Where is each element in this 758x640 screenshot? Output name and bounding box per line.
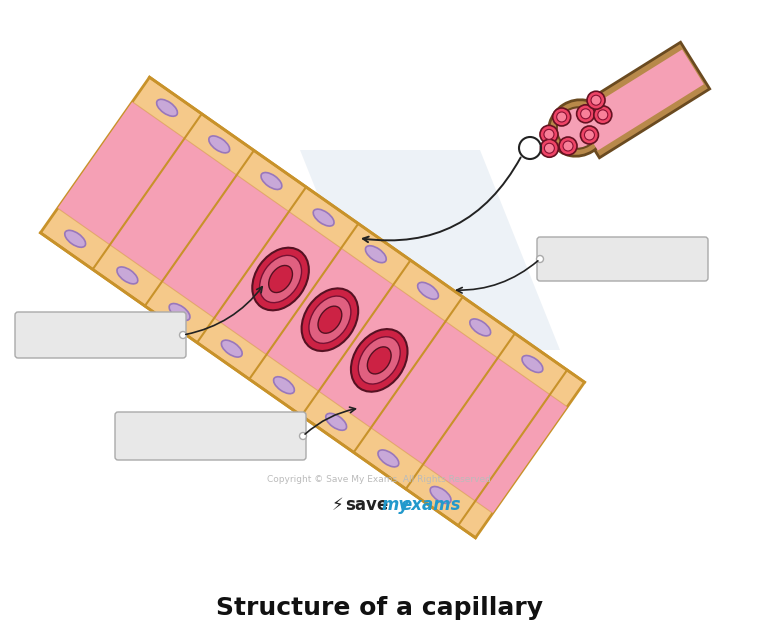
Polygon shape xyxy=(40,77,584,538)
Ellipse shape xyxy=(318,306,342,333)
Ellipse shape xyxy=(221,340,243,357)
Ellipse shape xyxy=(365,246,387,262)
Ellipse shape xyxy=(268,266,293,292)
Ellipse shape xyxy=(559,137,577,155)
Ellipse shape xyxy=(309,296,351,344)
Text: ⚡: ⚡ xyxy=(331,496,343,514)
Ellipse shape xyxy=(540,140,559,157)
FancyBboxPatch shape xyxy=(115,412,306,460)
Text: my: my xyxy=(382,496,410,514)
Text: Structure of a capillary: Structure of a capillary xyxy=(215,596,543,620)
Ellipse shape xyxy=(581,109,590,119)
Ellipse shape xyxy=(553,108,571,126)
Circle shape xyxy=(180,332,186,339)
Text: exams: exams xyxy=(401,496,462,514)
Ellipse shape xyxy=(302,289,359,351)
Ellipse shape xyxy=(470,319,490,336)
Ellipse shape xyxy=(522,356,543,372)
Ellipse shape xyxy=(259,255,302,303)
Ellipse shape xyxy=(274,377,294,394)
Ellipse shape xyxy=(577,105,594,123)
Ellipse shape xyxy=(557,108,600,148)
Ellipse shape xyxy=(587,92,605,109)
FancyBboxPatch shape xyxy=(15,312,186,358)
Ellipse shape xyxy=(326,413,346,430)
Ellipse shape xyxy=(591,95,601,105)
Polygon shape xyxy=(576,49,704,150)
Ellipse shape xyxy=(418,282,438,300)
Text: Copyright © Save My Exams. All Rights Reserved: Copyright © Save My Exams. All Rights Re… xyxy=(267,476,491,484)
Ellipse shape xyxy=(351,329,408,392)
Ellipse shape xyxy=(544,143,554,153)
FancyBboxPatch shape xyxy=(537,237,708,281)
Ellipse shape xyxy=(430,486,451,504)
Polygon shape xyxy=(58,102,567,513)
Ellipse shape xyxy=(64,230,86,247)
Ellipse shape xyxy=(540,125,558,143)
Ellipse shape xyxy=(368,347,391,374)
Ellipse shape xyxy=(169,303,190,321)
Polygon shape xyxy=(570,42,709,158)
Ellipse shape xyxy=(157,99,177,116)
Ellipse shape xyxy=(549,100,607,156)
Ellipse shape xyxy=(208,136,230,153)
Ellipse shape xyxy=(563,141,573,151)
Text: save: save xyxy=(346,496,389,514)
Ellipse shape xyxy=(252,248,309,310)
Circle shape xyxy=(537,255,543,262)
Ellipse shape xyxy=(378,450,399,467)
Circle shape xyxy=(299,433,306,440)
Ellipse shape xyxy=(544,129,554,140)
Polygon shape xyxy=(300,150,560,350)
Ellipse shape xyxy=(359,337,400,384)
Ellipse shape xyxy=(594,106,612,124)
Ellipse shape xyxy=(581,126,599,144)
Ellipse shape xyxy=(584,130,594,140)
Ellipse shape xyxy=(261,173,282,189)
Ellipse shape xyxy=(313,209,334,226)
Ellipse shape xyxy=(556,112,567,122)
Ellipse shape xyxy=(117,267,138,284)
Ellipse shape xyxy=(598,110,608,120)
